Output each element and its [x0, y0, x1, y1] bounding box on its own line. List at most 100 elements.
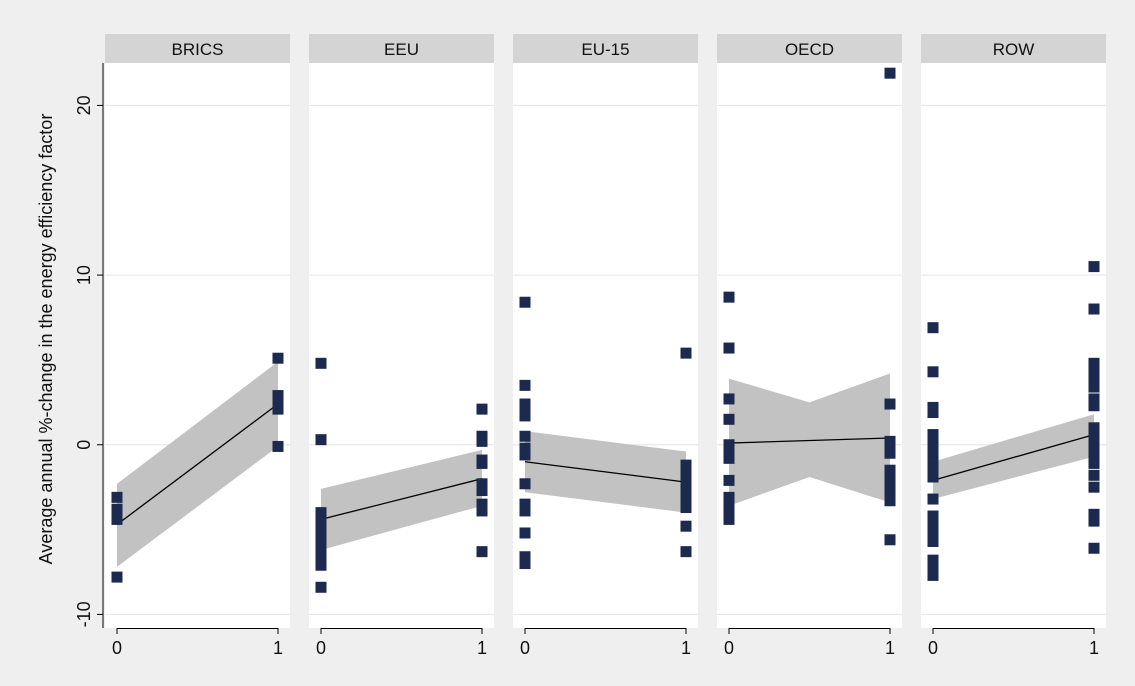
y-tick-label: 20 — [74, 95, 94, 115]
data-point — [476, 485, 488, 497]
data-point — [884, 471, 896, 483]
data-point — [476, 505, 488, 517]
data-point — [723, 393, 735, 405]
data-point — [1088, 366, 1100, 378]
x-tick-label: 1 — [273, 638, 283, 658]
data-point — [723, 452, 735, 464]
panel-eu-15: EU-15 0 1 — [513, 34, 698, 658]
x-tick-label: 1 — [885, 638, 895, 658]
data-point — [519, 430, 531, 442]
data-point — [111, 571, 123, 583]
panel-strip — [717, 34, 902, 63]
data-point — [272, 440, 284, 452]
data-point — [723, 291, 735, 303]
data-point — [476, 457, 488, 469]
data-point — [1088, 422, 1100, 434]
data-point — [519, 379, 531, 391]
data-point — [272, 403, 284, 415]
data-point — [1088, 393, 1100, 405]
fit-line — [524, 461, 687, 483]
x-tick-label: 0 — [724, 638, 734, 658]
data-point — [1088, 451, 1100, 463]
panel-strip — [921, 34, 1106, 63]
data-point — [680, 347, 692, 359]
data-point — [1088, 303, 1100, 315]
fit-line — [728, 437, 891, 444]
data-point — [476, 546, 488, 558]
data-point — [680, 459, 692, 471]
data-point — [680, 466, 692, 478]
data-point — [1088, 261, 1100, 273]
x-tick-label: 0 — [520, 638, 530, 658]
data-point — [476, 478, 488, 490]
data-point — [519, 505, 531, 517]
x-tick-label: 0 — [112, 638, 122, 658]
data-point — [476, 403, 488, 415]
fit-line — [116, 403, 279, 526]
fit-line — [932, 433, 1095, 482]
data-point — [723, 491, 735, 503]
data-point — [680, 520, 692, 532]
data-point — [884, 478, 896, 490]
data-point — [111, 513, 123, 525]
data-point — [723, 446, 735, 458]
data-point — [1088, 400, 1100, 412]
panel-strip-label: BRICS — [172, 40, 224, 59]
axes-layer: -10 0 10 20 — [74, 63, 104, 628]
data-point — [927, 429, 939, 441]
panel-plot-area — [513, 63, 698, 628]
y-tick-label: 0 — [74, 440, 94, 450]
data-point — [927, 456, 939, 468]
data-point — [519, 449, 531, 461]
panel-eeu: EEU 0 1 — [309, 34, 494, 658]
data-point — [927, 510, 939, 522]
data-point — [315, 546, 327, 558]
data-point — [884, 67, 896, 79]
data-point — [927, 554, 939, 566]
data-point — [723, 513, 735, 525]
data-point — [315, 525, 327, 537]
data-point — [927, 442, 939, 454]
data-point — [927, 366, 939, 378]
data-point — [1088, 374, 1100, 386]
data-point — [519, 478, 531, 490]
panel-strip — [513, 34, 698, 63]
confidence-band — [933, 414, 1094, 500]
data-point — [315, 581, 327, 593]
panel-strip-label: EU-15 — [581, 40, 629, 59]
panel-strip-label: EEU — [384, 40, 419, 59]
data-point — [1088, 381, 1100, 393]
data-point — [680, 495, 692, 507]
data-point — [315, 515, 327, 527]
data-point — [519, 551, 531, 563]
data-point — [1088, 542, 1100, 554]
data-point — [519, 442, 531, 454]
x-tick-label: 0 — [928, 638, 938, 658]
data-point — [315, 357, 327, 369]
data-point — [927, 463, 939, 475]
data-point — [272, 352, 284, 364]
data-point — [927, 525, 939, 537]
y-axis-label: Average annual %-change in the energy ef… — [36, 114, 56, 565]
data-point — [315, 559, 327, 571]
panel-brics: BRICS 0 1 — [105, 34, 290, 658]
panel-strip — [105, 34, 290, 63]
x-tick-label: 1 — [681, 638, 691, 658]
data-point — [519, 558, 531, 570]
data-point — [519, 403, 531, 415]
data-point — [723, 500, 735, 512]
data-point — [1088, 357, 1100, 369]
panel-oecd: OECD 0 1 — [717, 34, 902, 658]
data-point — [315, 539, 327, 551]
data-point — [927, 493, 939, 505]
data-point — [884, 447, 896, 459]
data-point — [1088, 435, 1100, 447]
data-point — [927, 569, 939, 581]
data-point — [884, 464, 896, 476]
data-point — [519, 527, 531, 539]
x-tick-label: 0 — [316, 638, 326, 658]
panel-plot-area — [921, 63, 1106, 628]
panel-strip-label: OECD — [785, 40, 834, 59]
data-point — [519, 498, 531, 510]
data-point — [723, 474, 735, 486]
